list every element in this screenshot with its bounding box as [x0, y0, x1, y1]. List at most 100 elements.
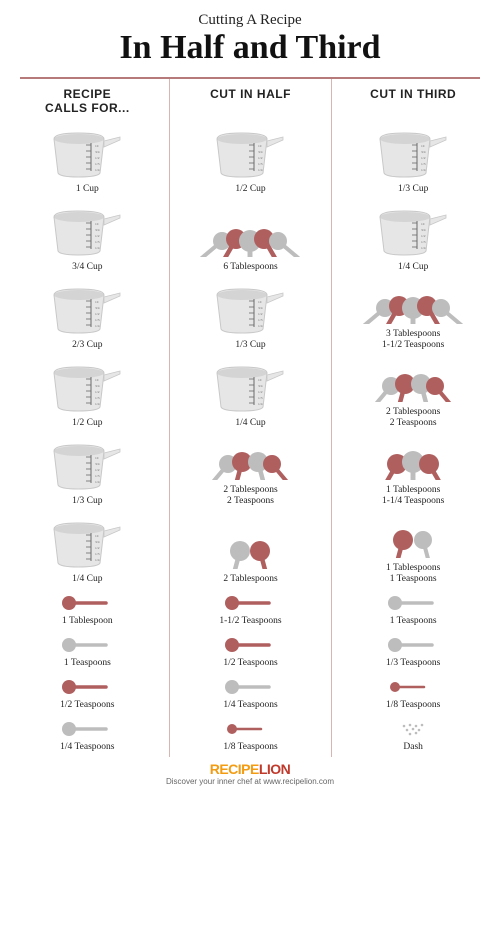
conversion-cell: 1C 3/4 1/2 1/3 1/4 1/3 Cup — [169, 277, 332, 355]
conversion-cell: 1C 3/4 1/2 1/3 1/4 1/4 Cup — [6, 511, 169, 589]
svg-text:1/4: 1/4 — [95, 168, 100, 172]
cell-icon: 1C 3/4 1/2 1/3 1/4 — [374, 202, 452, 260]
cup-icon: 1C 3/4 1/2 1/3 1/4 — [374, 125, 452, 181]
cell-icon — [383, 676, 443, 698]
cup-icon: 1C 3/4 1/2 1/3 1/4 — [211, 281, 289, 337]
cell-label: 1 Cup — [76, 184, 99, 195]
conversion-cell: 1C 3/4 1/2 1/3 1/4 1/3 Cup — [331, 121, 494, 199]
column-header: CUT IN HALF — [169, 79, 332, 121]
svg-text:1/3: 1/3 — [95, 552, 100, 556]
conversion-cell: 1C 3/4 1/2 1/3 1/4 3/4 Cup — [6, 199, 169, 277]
conversion-cell: 1C 3/4 1/2 1/3 1/4 1/4 Cup — [331, 199, 494, 277]
svg-text:3/4: 3/4 — [95, 384, 100, 388]
cup-icon: 1C 3/4 1/2 1/3 1/4 — [48, 203, 126, 259]
conversion-cell: 6 Tablespoons — [169, 199, 332, 277]
spoon-icon — [57, 636, 117, 654]
cell-label: 1/4 Cup — [72, 574, 102, 585]
spoon-icon — [220, 678, 280, 696]
svg-text:1/2: 1/2 — [421, 156, 426, 160]
svg-text:1/3: 1/3 — [258, 162, 263, 166]
svg-text:1/2: 1/2 — [258, 390, 263, 394]
column-header: RECIPE CALLS FOR... — [6, 79, 169, 121]
cell-label: 1/8 Teaspoons — [386, 700, 440, 711]
svg-text:1C: 1C — [258, 378, 263, 382]
cell-label: 1 Tablespoon — [62, 616, 113, 627]
conversion-cell: 1/4 Teaspoons — [6, 715, 169, 757]
cell-label: 2/3 Cup — [72, 340, 102, 351]
conversion-cell: 1C 3/4 1/2 1/3 1/4 1/3 Cup — [6, 433, 169, 511]
conversion-cell: Dash — [331, 715, 494, 757]
svg-text:1/2: 1/2 — [421, 234, 426, 238]
conversion-cell: 1 Teaspoons — [331, 589, 494, 631]
cell-label: 1/3 Cup — [398, 184, 428, 195]
svg-text:1/2: 1/2 — [258, 156, 263, 160]
spoon-icon — [57, 678, 117, 696]
cell-icon: 1C 3/4 1/2 1/3 1/4 — [48, 514, 126, 572]
cell-icon — [200, 425, 300, 483]
spoons-icon — [363, 350, 463, 402]
conversion-cell: 1-1/2 Teaspoons — [169, 589, 332, 631]
svg-text:1/4: 1/4 — [95, 480, 100, 484]
cell-icon — [383, 592, 443, 614]
header: Cutting A Recipe In Half and Third — [0, 0, 500, 73]
spoons-icon — [363, 428, 463, 480]
cell-icon: 1C 3/4 1/2 1/3 1/4 — [374, 124, 452, 182]
svg-text:1C: 1C — [95, 222, 100, 226]
cell-icon — [220, 592, 280, 614]
cup-icon: 1C 3/4 1/2 1/3 1/4 — [211, 359, 289, 415]
cell-icon: 1C 3/4 1/2 1/3 1/4 — [48, 124, 126, 182]
conversion-cell: 1C 3/4 1/2 1/3 1/4 2/3 Cup — [6, 277, 169, 355]
cell-label: 1-1/2 Teaspoons — [219, 616, 281, 627]
brand-logo: RECIPELION — [0, 761, 500, 777]
cup-icon: 1C 3/4 1/2 1/3 1/4 — [48, 437, 126, 493]
spoons-icon — [200, 517, 300, 569]
svg-text:1/4: 1/4 — [421, 168, 426, 172]
conversion-cell: 1 Tablespoon — [6, 589, 169, 631]
spoon-icon — [383, 636, 443, 654]
cell-label: 2 Tablespoons 2 Teaspoons — [223, 485, 277, 507]
brand-left: RECIPE — [210, 761, 259, 777]
cell-icon — [220, 718, 280, 740]
svg-text:3/4: 3/4 — [421, 150, 426, 154]
cell-label: 1/4 Teaspoons — [223, 700, 277, 711]
svg-text:1/3: 1/3 — [421, 240, 426, 244]
conversion-cell: 1C 3/4 1/2 1/3 1/4 1/2 Cup — [169, 121, 332, 199]
cell-icon — [57, 634, 117, 656]
cell-icon — [57, 676, 117, 698]
spoons-icon — [200, 428, 300, 480]
svg-text:1C: 1C — [95, 456, 100, 460]
cell-label: 3/4 Cup — [72, 262, 102, 273]
cell-label: 1 Teaspoons — [64, 658, 111, 669]
spoon-icon — [383, 678, 443, 696]
svg-text:1/3: 1/3 — [95, 318, 100, 322]
svg-text:1/3: 1/3 — [95, 240, 100, 244]
cell-icon: 1C 3/4 1/2 1/3 1/4 — [211, 280, 289, 338]
cell-icon — [363, 347, 463, 405]
svg-text:1C: 1C — [95, 534, 100, 538]
cell-label: 1/2 Teaspoons — [223, 658, 277, 669]
cell-icon — [200, 514, 300, 572]
svg-text:1/2: 1/2 — [95, 468, 100, 472]
svg-text:3/4: 3/4 — [95, 228, 100, 232]
cell-icon: 1C 3/4 1/2 1/3 1/4 — [48, 280, 126, 338]
conversion-cell: 1C 3/4 1/2 1/3 1/4 1 Cup — [6, 121, 169, 199]
svg-text:3/4: 3/4 — [95, 462, 100, 466]
conversion-cell: 3 Tablespoons 1-1/2 Teaspoons — [331, 277, 494, 355]
conversion-cell: 1 Tablespoons 1-1/4 Teaspoons — [331, 433, 494, 511]
footer: RECIPELION Discover your inner chef at w… — [0, 757, 500, 788]
spoon-icon — [57, 720, 117, 738]
spoons-icon — [363, 272, 463, 324]
svg-text:3/4: 3/4 — [95, 306, 100, 310]
cell-icon — [220, 676, 280, 698]
conversion-cell: 1 Tablespoons 1 Teaspoons — [331, 511, 494, 589]
spoon-icon — [220, 636, 280, 654]
cell-icon: 1C 3/4 1/2 1/3 1/4 — [48, 436, 126, 494]
column-header: CUT IN THIRD — [331, 79, 494, 121]
conversion-cell: 2 Tablespoons 2 Teaspoons — [169, 433, 332, 511]
svg-text:1/4: 1/4 — [95, 558, 100, 562]
cell-icon — [57, 592, 117, 614]
cup-icon: 1C 3/4 1/2 1/3 1/4 — [48, 359, 126, 415]
svg-text:3/4: 3/4 — [95, 150, 100, 154]
conversion-cell: 1C 3/4 1/2 1/3 1/4 1/2 Cup — [6, 355, 169, 433]
conversion-cell: 1/4 Teaspoons — [169, 673, 332, 715]
